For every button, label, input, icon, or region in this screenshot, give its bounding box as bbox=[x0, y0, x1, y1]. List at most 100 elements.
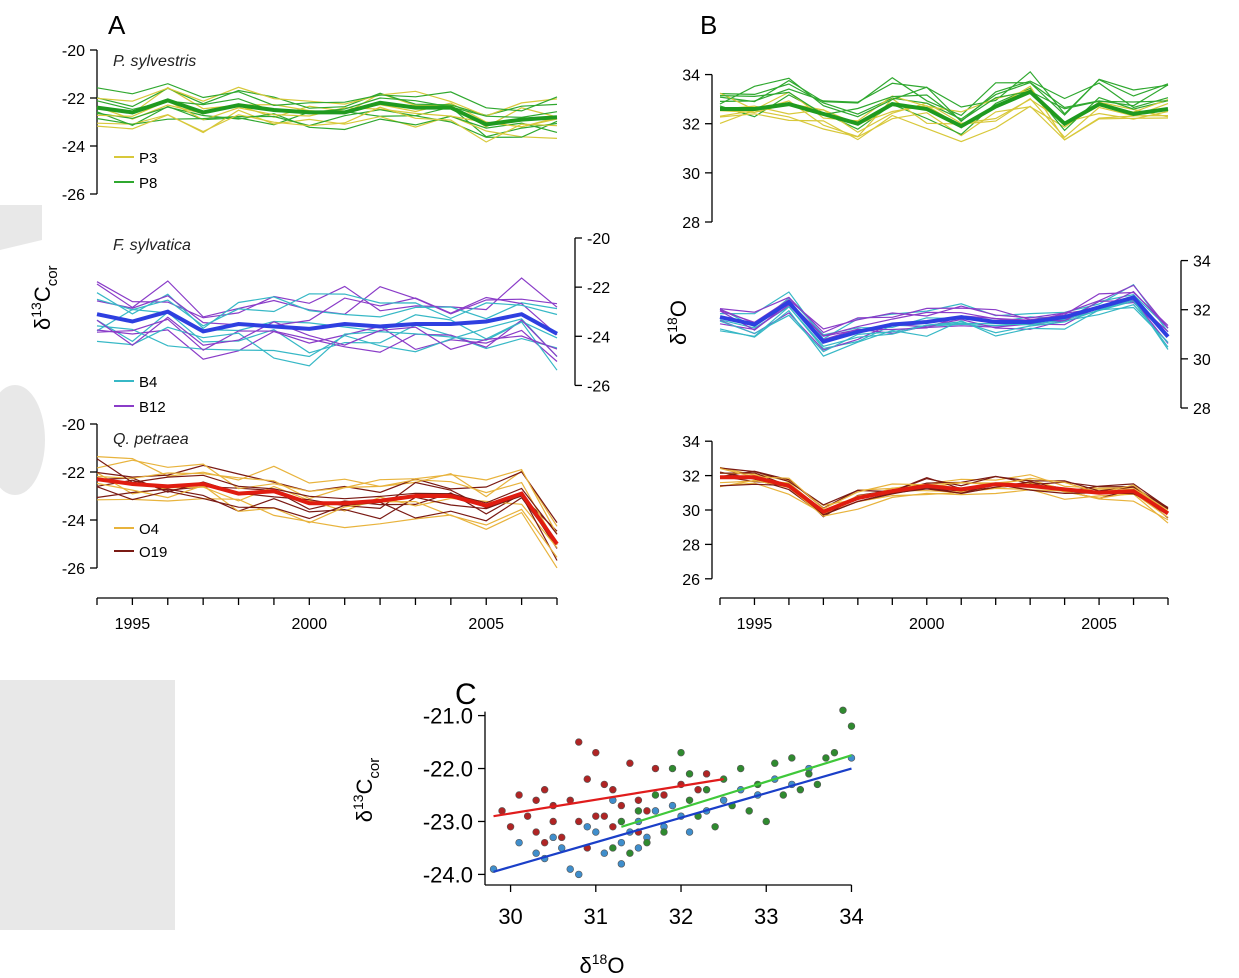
x-tick-label: 2000 bbox=[292, 616, 328, 633]
y-tick-label: -22 bbox=[62, 465, 85, 482]
scatter-point bbox=[685, 770, 694, 778]
tree-series-line bbox=[96, 318, 558, 357]
tree-series-line bbox=[96, 321, 558, 371]
tree-series-line bbox=[96, 109, 558, 138]
scatter-point bbox=[711, 823, 719, 831]
scatter-point bbox=[575, 738, 583, 746]
scatter-point bbox=[771, 759, 779, 767]
mean-series-line bbox=[720, 475, 1170, 516]
scatter-point bbox=[617, 817, 626, 826]
panel-b2: 28 30 32 34 bbox=[719, 254, 1211, 418]
scatter-point bbox=[515, 791, 523, 799]
tree-series-line bbox=[96, 83, 558, 112]
y-tick-label: 34 bbox=[682, 434, 700, 451]
y-tick-label: 30 bbox=[1193, 352, 1211, 369]
y-axis-a3: -20 -22 -24 -26 bbox=[62, 417, 98, 578]
scatter-point bbox=[643, 807, 651, 815]
x-axis-b: 1995 2000 2005 bbox=[719, 597, 1169, 633]
tree-series-line bbox=[719, 77, 1169, 123]
scatter-point bbox=[702, 770, 711, 778]
legend-oak: O4 O19 bbox=[114, 521, 167, 561]
y-tick-label: 28 bbox=[1193, 401, 1211, 418]
tree-series-line bbox=[96, 318, 558, 358]
xlabel-c: δ18O bbox=[580, 951, 625, 978]
scatter-point bbox=[540, 786, 549, 794]
y-tick-label: -24 bbox=[62, 513, 85, 530]
y-tick-label: -24 bbox=[62, 139, 85, 156]
mean-series-line bbox=[96, 477, 559, 546]
scatter-point bbox=[788, 754, 796, 762]
ylabel-d18o: δ18O bbox=[664, 300, 691, 345]
watermark bbox=[0, 205, 175, 930]
scatter-point bbox=[558, 833, 566, 842]
scatter-point bbox=[651, 791, 660, 799]
scatter-point bbox=[762, 817, 770, 826]
scatter-point bbox=[540, 838, 549, 847]
y-tick-label: -20 bbox=[587, 231, 610, 248]
panel-label-a: A bbox=[108, 10, 126, 40]
scatter-point bbox=[660, 828, 668, 836]
scatter-point bbox=[660, 791, 668, 799]
scatter-point bbox=[506, 823, 515, 831]
scatter-point bbox=[617, 838, 626, 847]
scatter-point bbox=[668, 764, 677, 773]
tree-series-line bbox=[96, 106, 558, 143]
x-tick-label: 2005 bbox=[468, 616, 504, 633]
y-tick-label: -21.0 bbox=[423, 704, 473, 729]
y-axis-b1: 28 30 32 34 bbox=[682, 68, 713, 232]
tree-series-line bbox=[96, 482, 558, 558]
species-title-pine: P. sylvestris bbox=[113, 53, 196, 70]
y-tick-label: 28 bbox=[682, 537, 700, 554]
scatter-point bbox=[830, 748, 839, 757]
tree-series-line bbox=[96, 106, 558, 133]
tree-series-line bbox=[96, 458, 558, 535]
y-tick-label: -20 bbox=[62, 417, 85, 434]
scatter-point bbox=[643, 838, 651, 847]
scatter-point bbox=[532, 796, 540, 804]
scatter-point bbox=[515, 838, 523, 847]
scatter-point bbox=[847, 722, 856, 730]
scatter-point bbox=[600, 812, 609, 820]
scatter-point bbox=[702, 786, 711, 794]
tree-series-line bbox=[96, 293, 558, 327]
y-tick-label: 34 bbox=[682, 68, 700, 85]
x-tick-label: 31 bbox=[584, 904, 608, 929]
scatter-point bbox=[549, 817, 557, 826]
legend-label-p8: P8 bbox=[139, 175, 157, 192]
tree-series-line bbox=[96, 102, 558, 128]
legend-label-o19: O19 bbox=[139, 544, 167, 561]
scatter-point bbox=[532, 828, 540, 836]
tree-series-line bbox=[96, 486, 558, 546]
panel-c: -21.0 -22.0 -23.0 -24.0 30 31 32 33 34 bbox=[423, 704, 864, 929]
legend-label-o4: O4 bbox=[139, 521, 159, 538]
legend-label-b12: B12 bbox=[139, 399, 166, 416]
x-tick-label: 33 bbox=[754, 904, 778, 929]
tree-series-line bbox=[96, 316, 558, 350]
scatter-point bbox=[796, 786, 805, 794]
mean-series-line bbox=[96, 309, 558, 336]
y-axis-b3: 26 28 30 32 34 bbox=[682, 434, 713, 589]
legend-label-p3: P3 bbox=[139, 150, 157, 167]
scatter-point bbox=[634, 807, 643, 815]
scatter-point bbox=[566, 865, 574, 873]
tree-series-line bbox=[96, 498, 558, 569]
scatter-point bbox=[805, 770, 813, 778]
mean-series-line bbox=[720, 89, 1169, 129]
y-axis-a1: -20 -22 -24 -26 bbox=[62, 43, 98, 204]
scatter-point bbox=[694, 786, 702, 794]
y-tick-label: -26 bbox=[62, 561, 85, 578]
y-tick-label: 34 bbox=[1193, 254, 1211, 271]
scatter-point bbox=[651, 764, 660, 773]
scatter-point bbox=[634, 796, 643, 804]
scatter-point bbox=[592, 748, 600, 757]
x-tick-label: 30 bbox=[498, 904, 522, 929]
tree-series-line bbox=[719, 467, 1169, 509]
y-tick-label: 30 bbox=[682, 503, 700, 520]
legend-beech: B4 B12 bbox=[114, 374, 166, 416]
tree-series-line bbox=[719, 306, 1169, 357]
panel-label-b: B bbox=[700, 10, 717, 40]
legend-label-b4: B4 bbox=[139, 374, 157, 391]
y-tick-label: -24 bbox=[587, 329, 610, 346]
x-tick-label: 2005 bbox=[1081, 616, 1117, 633]
